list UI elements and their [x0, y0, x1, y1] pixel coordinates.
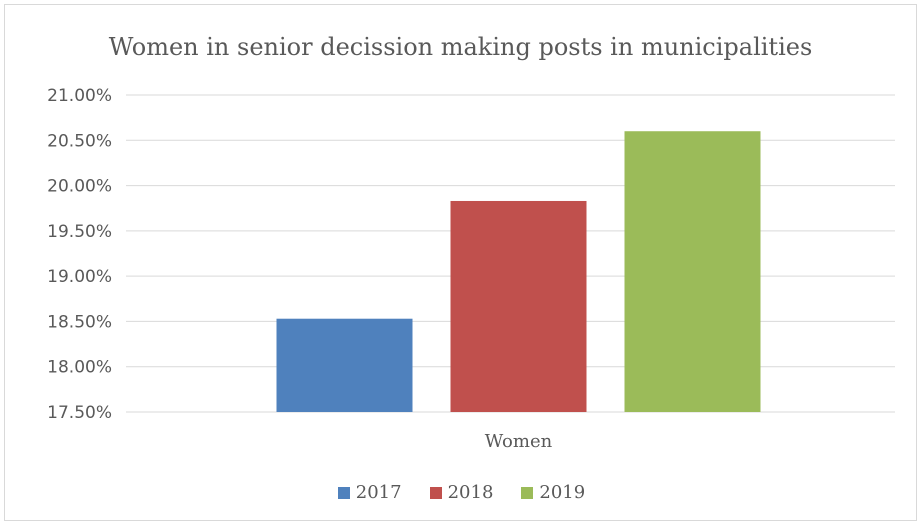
legend-item-2019: 2019: [521, 482, 585, 503]
legend: 2017 2018 2019: [0, 482, 923, 503]
y-tick-label: 20.50%: [47, 131, 112, 151]
legend-label: 2018: [447, 482, 494, 503]
y-tick-label: 19.00%: [47, 267, 112, 287]
y-tick-label: 17.50%: [47, 403, 112, 423]
legend-swatch: [521, 486, 534, 499]
y-tick-label: 19.50%: [47, 222, 112, 242]
bar-2018: [450, 200, 587, 412]
x-category-label: Women: [485, 431, 553, 452]
legend-swatch: [337, 486, 350, 499]
y-tick-label: 18.50%: [47, 312, 112, 332]
y-tick-label: 18.00%: [47, 358, 112, 378]
legend-label: 2017: [355, 482, 402, 503]
chart-title: Women in senior decission making posts i…: [108, 33, 813, 61]
bar-2017: [276, 318, 413, 412]
legend-item-2018: 2018: [429, 482, 494, 503]
legend-swatch: [429, 486, 442, 499]
legend-item-2017: 2017: [337, 482, 402, 503]
y-tick-label: 21.00%: [47, 86, 112, 106]
legend-label: 2019: [539, 482, 586, 503]
y-tick-label: 20.00%: [47, 177, 112, 197]
bar-2019: [624, 131, 761, 412]
